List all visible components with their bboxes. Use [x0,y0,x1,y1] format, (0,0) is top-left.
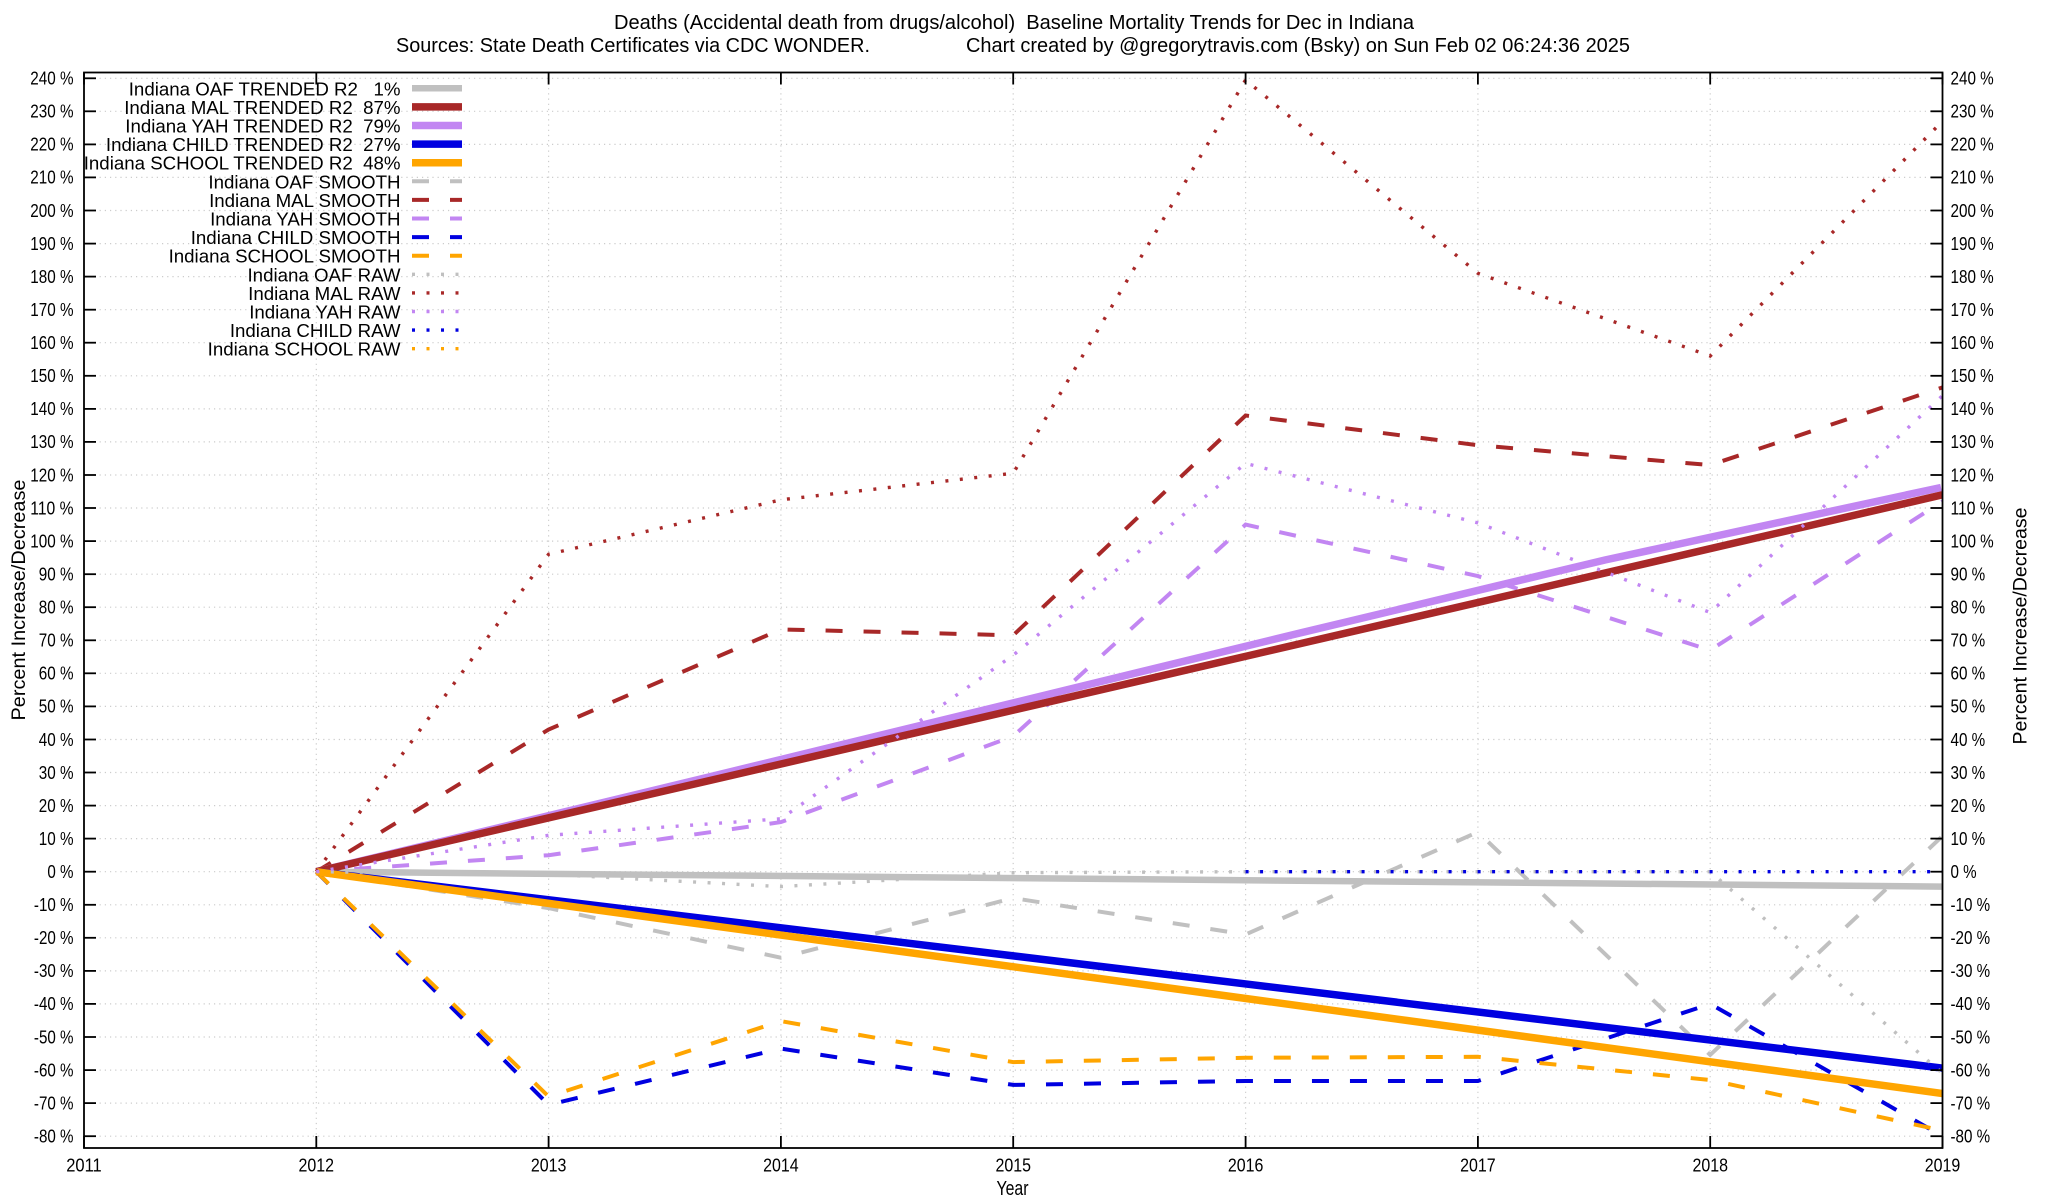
svg-text:2019: 2019 [1925,1155,1961,1176]
svg-text:210 %: 210 % [1951,167,1994,188]
svg-text:10 %: 10 % [39,828,74,849]
svg-text:110 %: 110 % [1951,497,1994,518]
svg-text:210 %: 210 % [30,167,73,188]
svg-text:90 %: 90 % [1951,564,1986,585]
svg-text:Indiana OAF RAW: Indiana OAF RAW [247,264,400,285]
svg-text:Indiana YAH TRENDED R2 79%: Indiana YAH TRENDED R2 79% [125,116,400,137]
svg-text:40 %: 40 % [1951,729,1986,750]
svg-text:220 %: 220 % [1951,134,1994,155]
svg-text:100 %: 100 % [1951,530,1994,551]
svg-text:70 %: 70 % [39,630,74,651]
svg-text:150 %: 150 % [1951,365,1994,386]
svg-text:240 %: 240 % [30,68,73,89]
svg-text:-80 %: -80 % [34,1126,74,1147]
svg-text:130 %: 130 % [30,431,73,452]
svg-text:-40 %: -40 % [34,993,74,1014]
svg-text:2017: 2017 [1460,1155,1496,1176]
svg-text:Indiana SCHOOL SMOOTH: Indiana SCHOOL SMOOTH [169,246,401,267]
svg-text:Indiana SCHOOL TRENDED R2 48%: Indiana SCHOOL TRENDED R2 48% [84,153,401,174]
svg-text:80 %: 80 % [39,597,74,618]
svg-text:-30 %: -30 % [34,960,74,981]
svg-text:160 %: 160 % [30,332,73,353]
svg-text:-20 %: -20 % [34,927,74,948]
svg-text:90 %: 90 % [39,564,74,585]
svg-text:60 %: 60 % [1951,663,1986,684]
svg-text:120 %: 120 % [30,464,73,485]
svg-text:50 %: 50 % [1951,696,1986,717]
svg-text:180 %: 180 % [1951,266,1994,287]
svg-text:Indiana YAH RAW: Indiana YAH RAW [249,302,401,323]
svg-text:170 %: 170 % [30,299,73,320]
svg-text:Deaths (Accidental death from: Deaths (Accidental death from drugs/alco… [614,12,1415,34]
svg-text:-30 %: -30 % [1951,960,1991,981]
svg-text:Indiana MAL TRENDED R2 87%: Indiana MAL TRENDED R2 87% [124,97,400,118]
svg-text:-60 %: -60 % [34,1059,74,1080]
svg-text:Indiana OAF TRENDED R2 1%: Indiana OAF TRENDED R2 1% [129,78,401,99]
svg-text:110 %: 110 % [30,497,73,518]
svg-text:70 %: 70 % [1951,630,1986,651]
svg-text:2014: 2014 [763,1155,799,1176]
svg-text:2018: 2018 [1692,1155,1728,1176]
svg-text:100 %: 100 % [30,530,73,551]
svg-text:140 %: 140 % [1951,398,1994,419]
svg-text:40 %: 40 % [39,729,74,750]
svg-text:190 %: 190 % [30,233,73,254]
svg-text:220 %: 220 % [30,134,73,155]
svg-text:Indiana OAF SMOOTH: Indiana OAF SMOOTH [208,171,400,192]
svg-text:130 %: 130 % [1951,431,1994,452]
svg-text:-10 %: -10 % [1951,894,1991,915]
svg-text:Sources: State Death Certifica: Sources: State Death Certificates via CD… [396,35,870,57]
svg-text:Indiana CHILD RAW: Indiana CHILD RAW [230,320,401,341]
svg-text:2011: 2011 [66,1155,102,1176]
svg-text:0 %: 0 % [1951,861,1977,882]
svg-text:-40 %: -40 % [1951,993,1991,1014]
svg-text:120 %: 120 % [1951,464,1994,485]
svg-text:2012: 2012 [299,1155,335,1176]
svg-text:Indiana MAL RAW: Indiana MAL RAW [248,283,401,304]
svg-text:20 %: 20 % [1951,795,1986,816]
svg-text:2015: 2015 [995,1155,1031,1176]
svg-text:150 %: 150 % [30,365,73,386]
svg-text:Indiana MAL SMOOTH: Indiana MAL SMOOTH [209,190,400,211]
svg-text:Indiana YAH SMOOTH: Indiana YAH SMOOTH [210,209,400,230]
svg-text:20 %: 20 % [39,795,74,816]
svg-text:2016: 2016 [1228,1155,1264,1176]
svg-text:Chart created by @gregorytravi: Chart created by @gregorytravis.com (Bsk… [966,35,1630,57]
svg-text:240 %: 240 % [1951,68,1994,89]
svg-text:-70 %: -70 % [34,1092,74,1113]
svg-text:-60 %: -60 % [1951,1059,1991,1080]
svg-text:-80 %: -80 % [1951,1126,1991,1147]
svg-text:80 %: 80 % [1951,597,1986,618]
svg-text:-70 %: -70 % [1951,1092,1991,1113]
svg-text:-10 %: -10 % [34,894,74,915]
svg-text:190 %: 190 % [1951,233,1994,254]
svg-text:-50 %: -50 % [34,1026,74,1047]
svg-text:200 %: 200 % [30,200,73,221]
svg-text:Indiana SCHOOL RAW: Indiana SCHOOL RAW [208,339,401,360]
svg-text:Percent Increase/Decrease: Percent Increase/Decrease [9,480,30,721]
svg-text:Year: Year [997,1178,1029,1200]
svg-text:50 %: 50 % [39,696,74,717]
svg-text:60 %: 60 % [39,663,74,684]
svg-text:0 %: 0 % [47,861,73,882]
svg-text:Percent Increase/Decrease: Percent Increase/Decrease [2011,508,2032,745]
svg-text:230 %: 230 % [30,101,73,122]
svg-text:140 %: 140 % [30,398,73,419]
svg-text:10 %: 10 % [1951,828,1986,849]
svg-text:230 %: 230 % [1951,101,1994,122]
svg-text:Indiana CHILD SMOOTH: Indiana CHILD SMOOTH [191,227,401,248]
svg-text:30 %: 30 % [39,762,74,783]
svg-text:180 %: 180 % [30,266,73,287]
svg-text:2013: 2013 [531,1155,567,1176]
svg-text:160 %: 160 % [1951,332,1994,353]
svg-text:-50 %: -50 % [1951,1026,1991,1047]
svg-text:Indiana CHILD TRENDED R2 27%: Indiana CHILD TRENDED R2 27% [106,134,401,155]
svg-text:30 %: 30 % [1951,762,1986,783]
svg-text:-20 %: -20 % [1951,927,1991,948]
svg-text:170 %: 170 % [1951,299,1994,320]
svg-text:200 %: 200 % [1951,200,1994,221]
